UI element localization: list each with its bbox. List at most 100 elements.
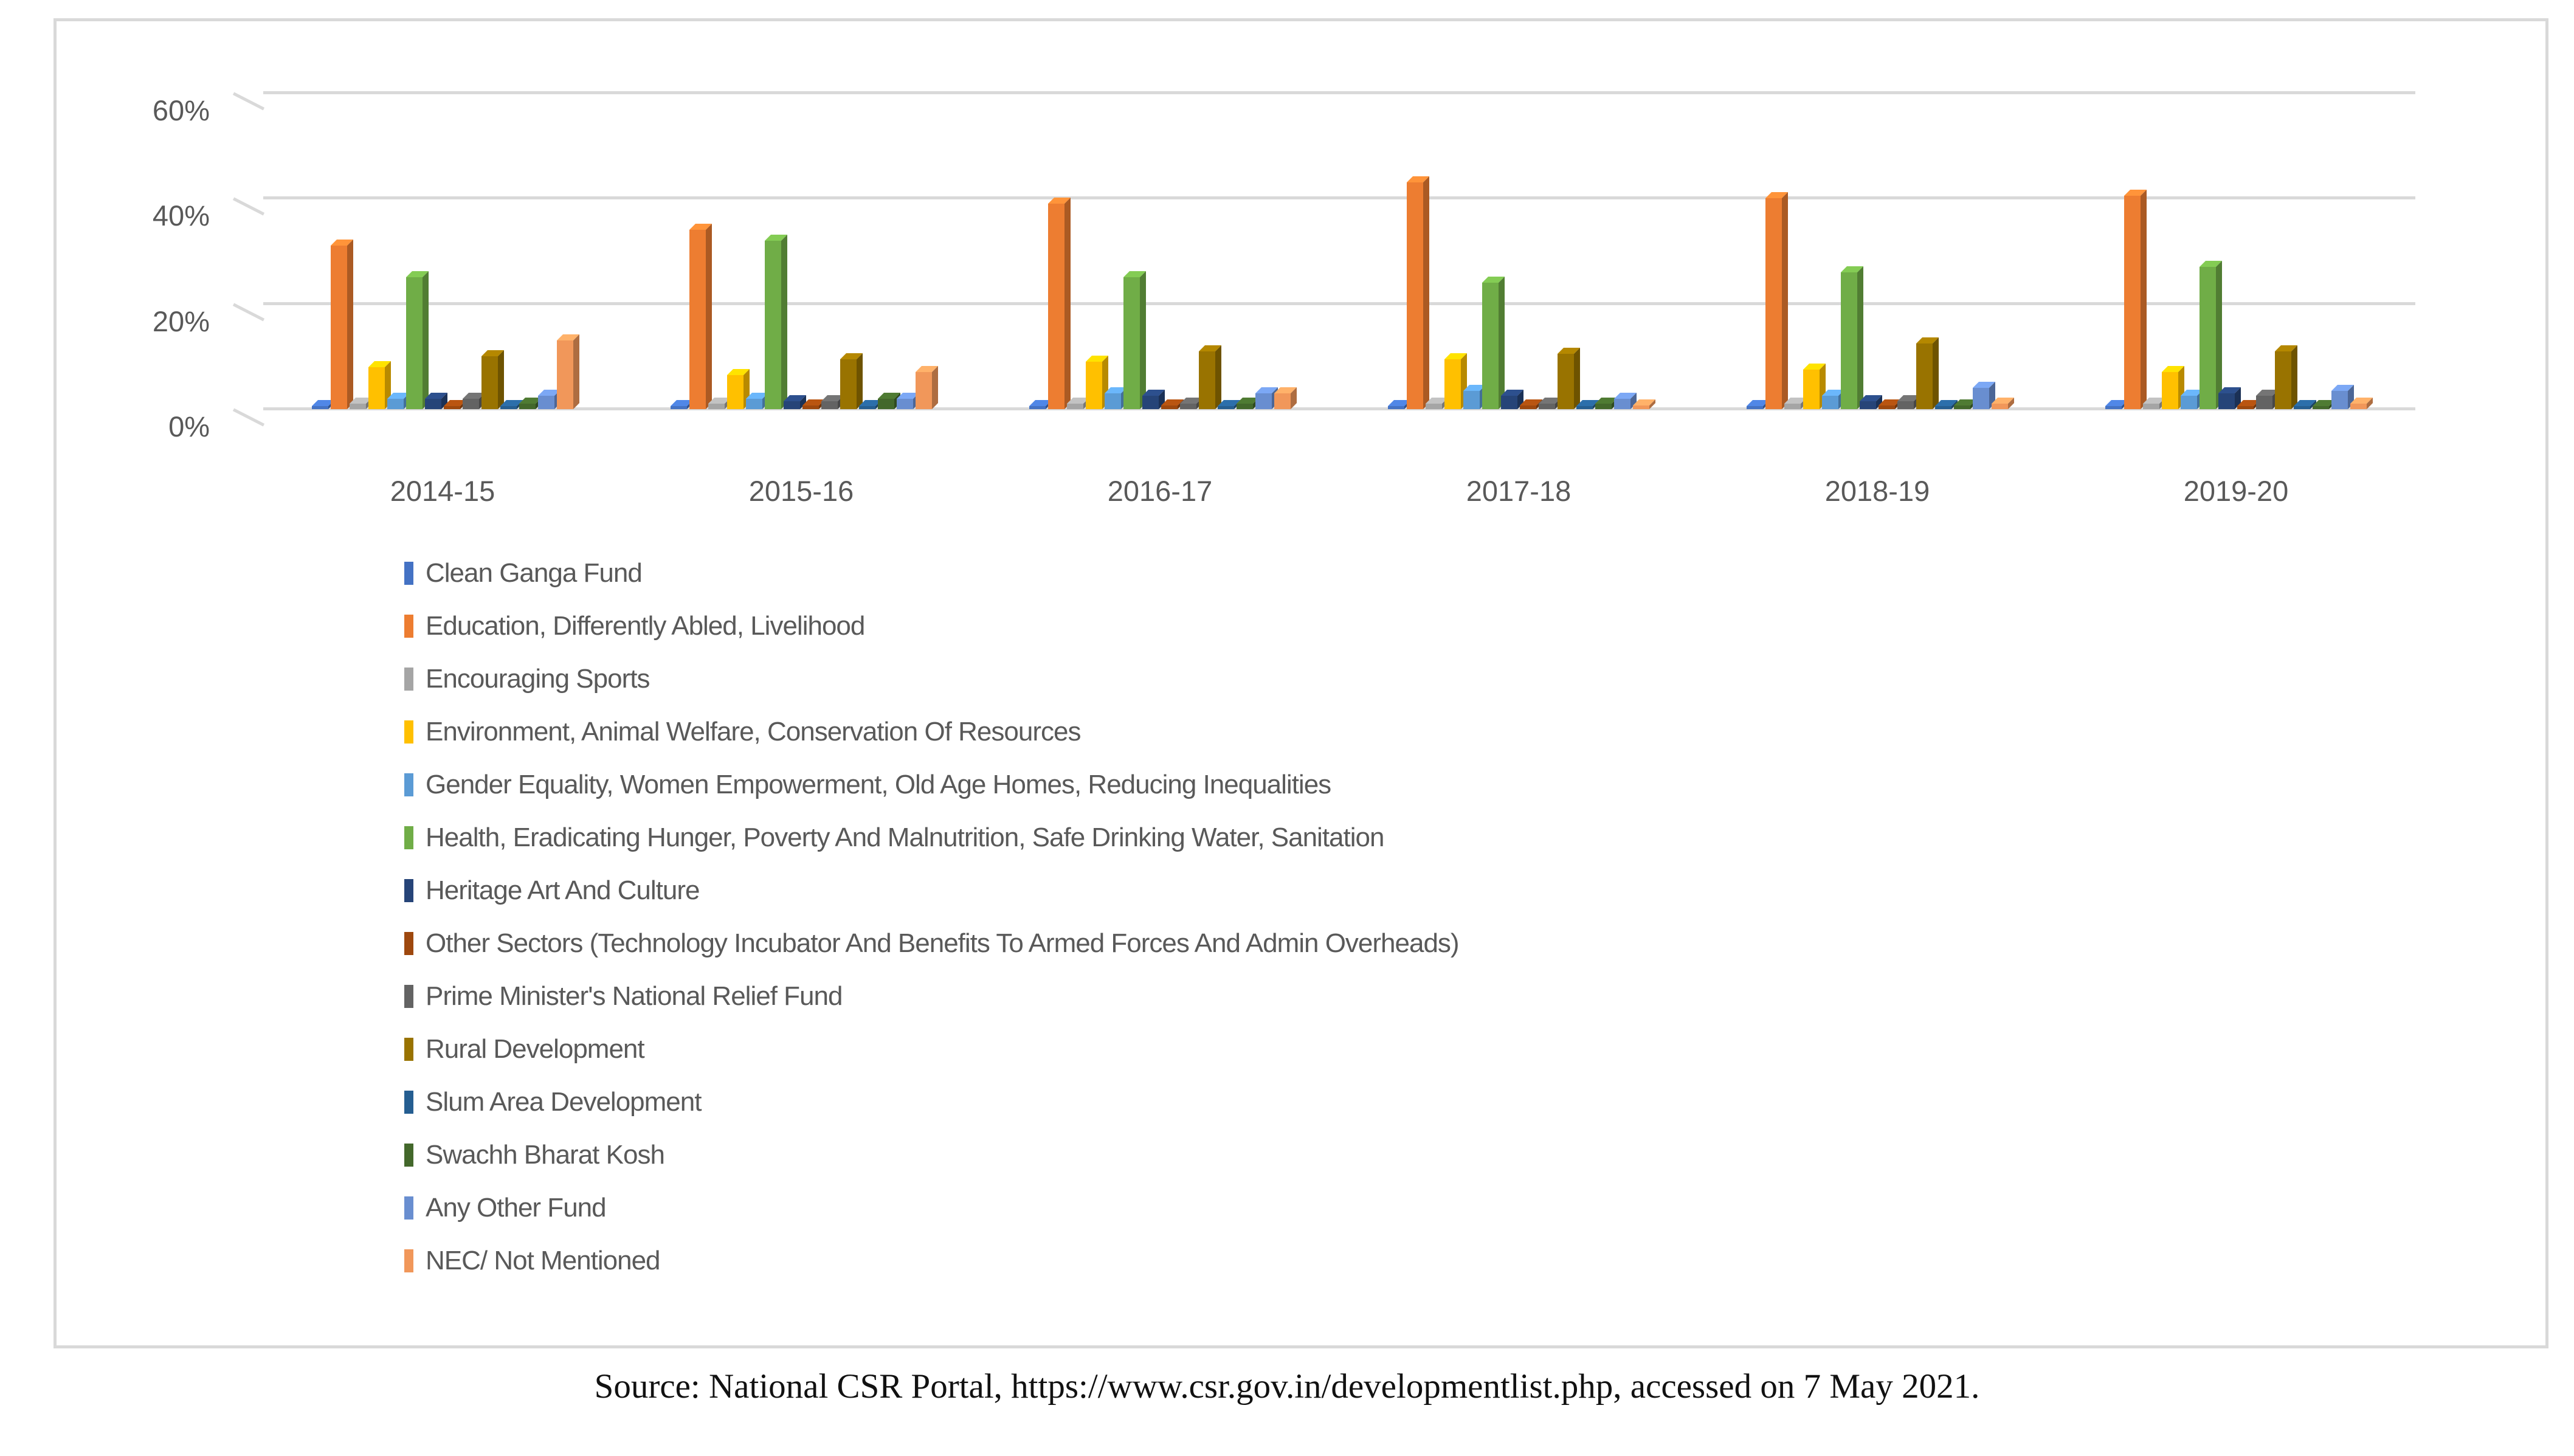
plot-area: 60% 40% 20% 0%: [153, 91, 2415, 443]
legend-swatch: [404, 667, 413, 691]
bar: [1747, 406, 1763, 409]
legend-item: Clean Ganga Fund: [404, 556, 1459, 590]
gridline: [263, 91, 2415, 94]
legend-swatch: [404, 1143, 413, 1167]
bar: [350, 404, 366, 409]
x-axis-label: 2016-17: [1107, 475, 1213, 507]
legend-label: NEC/ Not Mentioned: [426, 1246, 661, 1275]
legend-swatch: [404, 931, 413, 955]
bar: [2143, 404, 2159, 409]
bar: [708, 404, 725, 409]
bar: [1067, 404, 1083, 409]
legend-item: Heritage Art And Culture: [404, 874, 1459, 907]
bar: [1274, 393, 1291, 409]
bar: [1916, 343, 1933, 409]
bar: [2313, 406, 2329, 409]
legend-label: Education, Differently Abled, Livelihood: [426, 611, 865, 641]
bar: [1444, 359, 1461, 409]
bar: [689, 230, 706, 409]
bar: [2181, 396, 2197, 409]
legend-swatch: [404, 1090, 413, 1114]
legend-item: Rural Development: [404, 1032, 1459, 1066]
legend-swatch: [404, 1249, 413, 1272]
bar: [1142, 396, 1159, 409]
bar-group: [981, 93, 1339, 409]
y-axis-tick-label: 40%: [152, 199, 210, 232]
bar: [1388, 406, 1404, 409]
bar: [671, 406, 687, 409]
bar: [1841, 272, 1857, 409]
y-axis-tick-label: 20%: [152, 305, 210, 337]
bar: [519, 404, 536, 409]
bar: [1426, 404, 1442, 409]
bar: [1897, 401, 1914, 409]
bar-group: [2057, 93, 2415, 409]
bar: [1595, 404, 1612, 409]
bar: [878, 399, 894, 409]
bar: [1237, 404, 1253, 409]
bar: [1822, 396, 1838, 409]
legend-swatch: [404, 1196, 413, 1220]
bar: [444, 406, 460, 409]
bar: [2275, 351, 2291, 409]
bar: [1218, 406, 1234, 409]
bar: [1935, 406, 1951, 409]
bar-groups: [263, 93, 2415, 409]
bar: [2237, 406, 2254, 409]
legend-label: Slum Area Development: [426, 1087, 702, 1117]
bar: [500, 406, 517, 409]
bar: [897, 399, 913, 409]
bar: [1029, 406, 1046, 409]
bar: [1255, 393, 1272, 409]
bar-group: [1698, 93, 2057, 409]
bar: [1992, 404, 2008, 409]
legend-swatch: [404, 826, 413, 849]
bar: [406, 277, 423, 409]
legend-item: Education, Differently Abled, Livelihood: [404, 609, 1459, 643]
legend-swatch: [404, 614, 413, 638]
bar: [1463, 391, 1480, 409]
bar: [2162, 372, 2178, 409]
x-axis-label: 2017-18: [1466, 475, 1572, 507]
bar: [1614, 399, 1630, 409]
bar: [481, 356, 498, 409]
bar: [1407, 182, 1423, 409]
bar-group: [1339, 93, 1698, 409]
bar: [538, 396, 554, 409]
bar: [1539, 404, 1555, 409]
legend-item: Any Other Fund: [404, 1191, 1459, 1224]
bar: [425, 399, 441, 409]
bar: [1161, 405, 1178, 409]
bar: [840, 359, 857, 409]
bar-group: [622, 93, 981, 409]
legend-item: Health, Eradicating Hunger, Poverty And …: [404, 821, 1459, 854]
legend-item: Swachh Bharat Kosh: [404, 1138, 1459, 1171]
legend-item: Other Sectors (Technology Incubator And …: [404, 926, 1460, 960]
bar: [746, 399, 762, 409]
y-axis-tick-label: 60%: [152, 94, 210, 126]
bar: [1860, 401, 1876, 409]
bar: [463, 399, 479, 409]
x-axis-labels: 2014-15 2015-16 2016-17 2017-18 2018-19 2019-…: [263, 474, 2415, 508]
legend-item: Slum Area Development: [404, 1085, 1459, 1119]
bar: [727, 375, 744, 409]
bar: [1482, 283, 1499, 409]
legend-label: Rural Development: [426, 1034, 645, 1064]
y-axis-tick-label: 0%: [168, 410, 210, 443]
legend-label: Any Other Fund: [426, 1193, 607, 1223]
bar: [2331, 391, 2348, 409]
bar: [2200, 267, 2216, 409]
legend: Clean Ganga Fund Education, Differently A…: [404, 556, 1460, 1277]
gridline: [263, 407, 2415, 410]
legend-item: Prime Minister's National Relief Fund: [404, 979, 1459, 1013]
legend-label: Other Sectors (Technology Incubator And …: [426, 928, 1460, 958]
bar: [1973, 388, 1989, 409]
x-axis-label: 2014-15: [390, 475, 495, 507]
gridline: [263, 196, 2415, 200]
legend-label: Swachh Bharat Kosh: [426, 1140, 665, 1170]
bar: [1954, 405, 1970, 409]
chart-panel: 60% 40% 20% 0% 2014-15 2015-16 2016-17 2017-18…: [53, 18, 2548, 1348]
bar: [802, 405, 819, 409]
bar: [1048, 204, 1064, 409]
bar: [1558, 354, 1574, 409]
